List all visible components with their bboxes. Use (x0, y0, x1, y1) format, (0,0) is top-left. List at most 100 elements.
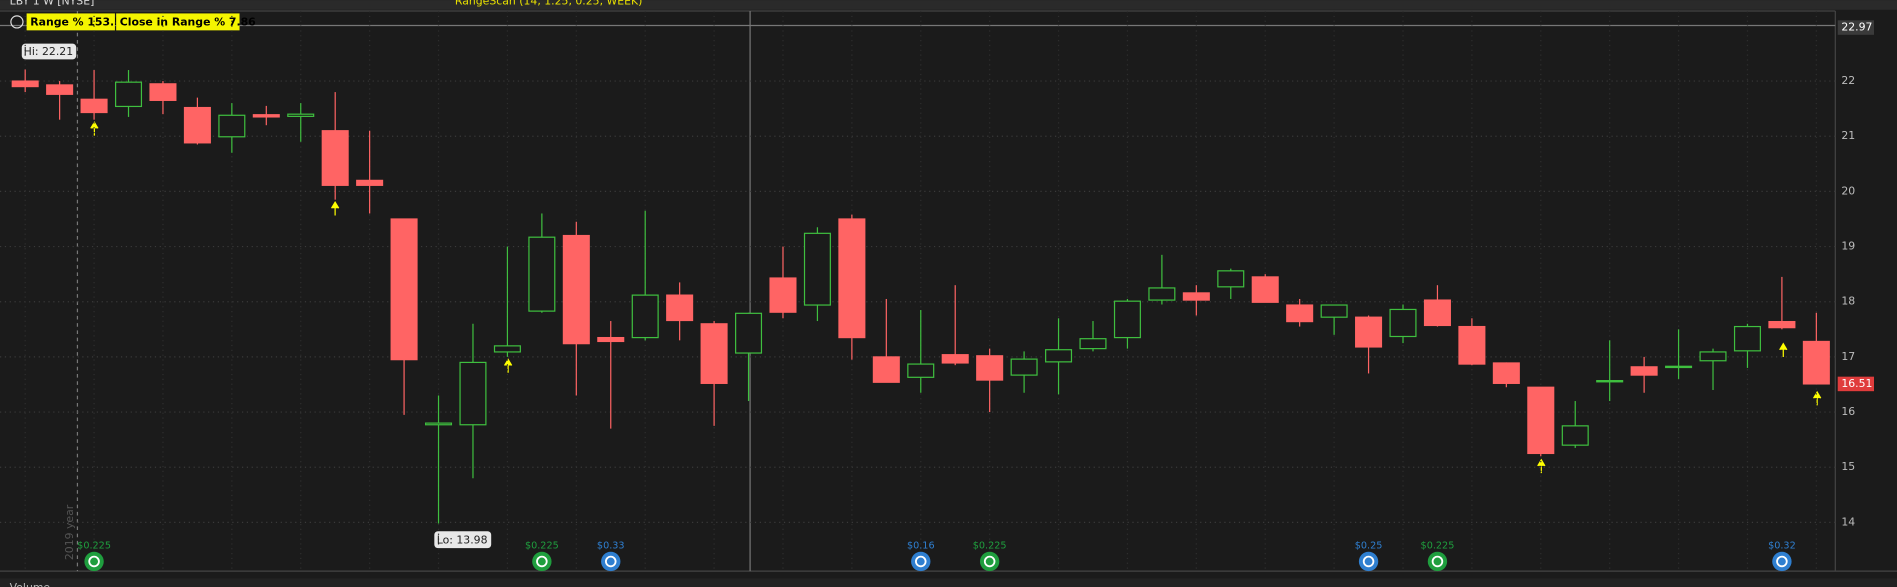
signal-arrow (503, 358, 513, 373)
candle-body (700, 323, 728, 384)
candle-body (803, 232, 831, 306)
candle-body (666, 294, 694, 322)
candle-body (1148, 287, 1176, 301)
volume-pane (0, 578, 1897, 587)
dividend-icon[interactable] (1427, 551, 1448, 572)
y-tick-label: 16 (1841, 405, 1855, 418)
dividend-label: $0.225 (1421, 541, 1455, 552)
price-label-box (1837, 376, 1875, 392)
candle-body (1010, 358, 1038, 376)
earnings-icon[interactable] (1772, 551, 1792, 572)
candle-body (1802, 340, 1830, 385)
candle-body (1733, 325, 1761, 352)
candle-body (287, 113, 315, 117)
candle-body (1251, 276, 1279, 303)
candle-body (941, 354, 969, 364)
candle-body (425, 422, 453, 426)
y-tick-label: 15 (1841, 460, 1855, 473)
earnings-icon-inner (915, 555, 927, 568)
dividend-icon[interactable] (979, 551, 1000, 572)
candle-body (218, 114, 246, 138)
candle-body (1596, 380, 1624, 383)
candle-body (1286, 304, 1314, 323)
candle-body (872, 356, 900, 383)
info-icon[interactable] (10, 15, 24, 29)
price-label-box (1837, 20, 1875, 35)
earnings-icon-inner (605, 555, 617, 568)
earnings-icon[interactable] (601, 551, 621, 572)
candle-body (80, 98, 108, 114)
hi-label: Hi: 22.21 (24, 45, 73, 58)
study-value: Close in Range % 7.86 (120, 15, 256, 28)
candle-body (149, 83, 177, 101)
y-tick-label: 21 (1841, 129, 1855, 142)
candle-body (1561, 425, 1589, 446)
earnings-label: $0.16 (907, 541, 935, 552)
dividend-icon[interactable] (532, 551, 552, 572)
lo-bubble (434, 531, 492, 549)
candle-body (735, 312, 763, 354)
dividend-icon-inner (536, 555, 548, 568)
candle-body (1217, 270, 1245, 288)
candle-body (1699, 351, 1727, 362)
candle-body (1355, 316, 1383, 348)
candle-body (356, 179, 384, 186)
candle-body (1768, 320, 1796, 329)
signal-arrow (1813, 390, 1822, 406)
symbol: LBY 1 W [NYSE] (10, 0, 95, 7)
candle-body (1458, 325, 1486, 365)
dividend-label: $0.225 (525, 541, 559, 552)
study-value: Range % 153.54 (30, 15, 129, 28)
candle-body (1630, 366, 1658, 376)
signal-arrow (330, 200, 340, 216)
lo-label: Lo: 13.98 (437, 533, 488, 546)
earnings-icon[interactable] (911, 551, 931, 572)
y-tick-label: 19 (1841, 240, 1855, 253)
candle-body (907, 363, 935, 378)
candle-body (1045, 349, 1073, 363)
header-bar (0, 0, 1897, 10)
candle-body (562, 234, 590, 345)
price-label: 16.51 (1841, 377, 1872, 390)
candle-body (321, 130, 349, 186)
study-name: RangeScan (14, 1.25, 0.25, WEEK) (455, 0, 642, 7)
candle-body (11, 80, 39, 88)
hi-bubble (21, 43, 77, 60)
dividend-label: $0.225 (973, 541, 1007, 552)
candle-body (459, 361, 487, 426)
y-tick-label: 18 (1841, 295, 1855, 308)
y-tick-label: 20 (1841, 184, 1855, 197)
earnings-label: $0.32 (1768, 541, 1796, 552)
period-label: 2019 year (63, 504, 76, 560)
candle-body (252, 114, 280, 118)
candle-body (46, 84, 74, 95)
candle-body (1320, 304, 1348, 318)
candle-body (183, 106, 211, 144)
candle-body (1423, 299, 1451, 327)
candle-body (976, 355, 1004, 381)
candle-body (1079, 338, 1107, 350)
signal-arrow (1779, 342, 1788, 358)
earnings-icon[interactable] (1358, 551, 1379, 572)
candle-body (1113, 300, 1141, 339)
dividend-icon-inner (1431, 555, 1444, 568)
candle-body (769, 277, 797, 313)
study-box (26, 13, 115, 31)
dividend-icon[interactable] (84, 551, 104, 572)
dividend-label: $0.225 (77, 541, 111, 552)
dividend-icon-inner (983, 555, 996, 568)
y-tick-label: 22 (1841, 74, 1855, 87)
candle-body (1182, 292, 1210, 301)
candle-body (1492, 362, 1520, 384)
candle-body (493, 345, 521, 353)
candle-body (114, 81, 143, 108)
candle-body (390, 218, 418, 361)
candle-body (528, 236, 556, 312)
price-label: 22.97 (1841, 21, 1872, 34)
earnings-icon-inner (1776, 555, 1788, 568)
study-box (116, 13, 240, 31)
y-tick-label: 14 (1841, 515, 1855, 528)
earnings-label: $0.33 (597, 541, 625, 552)
candle-body (597, 336, 625, 343)
